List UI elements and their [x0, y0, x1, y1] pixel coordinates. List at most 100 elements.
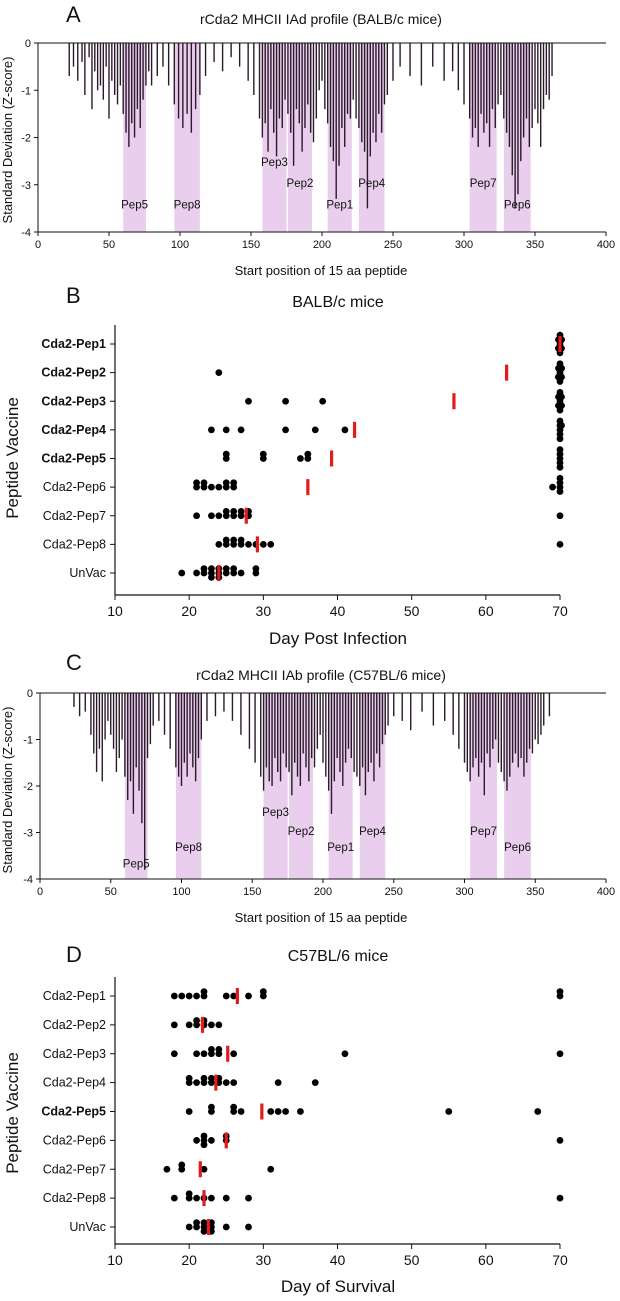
- x-tick-label: 50: [103, 239, 115, 251]
- region-label-pep8: Pep8: [174, 199, 201, 211]
- region-label-pep8: Pep8: [175, 842, 202, 854]
- panel-b-ylabel: Peptide Vaccine: [3, 397, 22, 519]
- region-pep4: [359, 693, 386, 879]
- y-tick-label: -1: [21, 85, 31, 97]
- data-point: [208, 426, 215, 434]
- data-point: [200, 1165, 208, 1173]
- data-point: [193, 512, 200, 520]
- panel-b-letter: B: [66, 283, 81, 308]
- data-point: [274, 1079, 282, 1087]
- data-point: [549, 483, 556, 491]
- data-point: [555, 373, 562, 381]
- data-point: [259, 988, 267, 995]
- x-tick-label: 40: [330, 603, 346, 619]
- region-label-pep5: Pep5: [121, 199, 148, 211]
- x-tick-label: 200: [313, 239, 331, 251]
- data-point: [267, 540, 275, 548]
- region-label-pep1: Pep1: [326, 199, 353, 211]
- x-tick-label: 350: [526, 886, 544, 898]
- data-point: [215, 483, 223, 491]
- data-point: [555, 393, 562, 401]
- data-point: [215, 369, 223, 377]
- data-point: [200, 1132, 208, 1140]
- data-point: [319, 397, 327, 405]
- data-point: [558, 364, 565, 372]
- data-point: [341, 426, 349, 434]
- data-point: [215, 540, 223, 548]
- data-point: [259, 540, 267, 548]
- data-point: [208, 1074, 215, 1082]
- panel-d-letter: D: [66, 942, 82, 967]
- data-point: [208, 512, 215, 520]
- data-point: [282, 1108, 289, 1115]
- data-point: [222, 1194, 230, 1202]
- panel-a-ylabel: Standard Deviation (Z-score): [0, 57, 15, 224]
- y-tick-label: 0: [27, 688, 33, 700]
- y-tick-label: -4: [23, 874, 33, 886]
- data-point: [222, 1079, 230, 1087]
- data-point: [230, 507, 238, 515]
- category-label: Cda2-Pep2: [43, 1018, 106, 1032]
- data-point: [185, 1190, 193, 1198]
- data-point: [245, 540, 252, 548]
- x-tick-label: 70: [552, 603, 568, 619]
- data-point: [185, 1074, 193, 1082]
- data-point: [170, 1050, 178, 1058]
- x-tick-label: 30: [256, 603, 272, 619]
- data-point: [170, 1021, 178, 1029]
- category-label: Cda2-Pep1: [41, 337, 106, 351]
- x-tick-label: 200: [314, 886, 332, 898]
- data-point: [237, 569, 245, 577]
- data-point: [341, 1050, 349, 1058]
- mean-marker: [306, 479, 310, 496]
- panel-d: D C57BL/6 mice Peptide Vaccine Day of Su…: [3, 942, 568, 1296]
- data-point: [245, 397, 252, 405]
- panel-d-xlabel: Day of Survival: [281, 1277, 395, 1296]
- region-label-pep2: Pep2: [288, 826, 315, 838]
- data-point: [193, 1079, 200, 1087]
- data-point: [193, 992, 200, 1000]
- mean-marker: [352, 421, 357, 438]
- data-point: [222, 992, 230, 1000]
- region-label-pep6: Pep6: [504, 199, 531, 211]
- data-point: [222, 536, 230, 544]
- x-tick-label: 50: [404, 1252, 420, 1268]
- region-label-pep3: Pep3: [262, 807, 289, 819]
- x-tick-label: 100: [172, 886, 190, 898]
- data-point: [185, 1021, 193, 1029]
- x-tick-label: 10: [107, 1252, 123, 1268]
- data-point: [245, 992, 252, 1000]
- data-point: [200, 565, 208, 572]
- data-point: [215, 1045, 223, 1053]
- data-point: [200, 1074, 208, 1082]
- data-point: [178, 992, 186, 1000]
- data-point: [237, 426, 245, 434]
- data-point: [445, 1108, 453, 1115]
- x-tick-label: 400: [597, 886, 615, 898]
- category-label: Cda2-Pep8: [43, 537, 106, 551]
- mean-marker: [244, 507, 248, 524]
- x-tick-label: 150: [242, 239, 260, 251]
- category-label: Cda2-Pep7: [43, 1162, 106, 1176]
- mean-marker: [217, 565, 221, 581]
- x-tick-label: 300: [455, 886, 473, 898]
- data-point: [534, 1108, 542, 1115]
- data-point: [200, 1219, 208, 1226]
- data-point: [556, 1194, 564, 1202]
- data-point: [222, 450, 230, 458]
- category-label: Cda2-Pep5: [41, 452, 106, 466]
- mean-marker: [202, 1190, 206, 1207]
- category-label: Cda2-Pep4: [41, 423, 106, 437]
- region-label-pep7: Pep7: [470, 178, 497, 190]
- data-point: [193, 569, 200, 577]
- panel-c-letter: C: [66, 650, 82, 675]
- data-point: [230, 992, 238, 1000]
- data-point: [222, 426, 230, 434]
- data-point: [556, 463, 564, 471]
- x-tick-label: 350: [526, 239, 544, 251]
- x-tick-label: 70: [552, 1252, 568, 1268]
- panel-d-title: C57BL/6 mice: [288, 948, 389, 965]
- category-label: Cda2-Pep6: [43, 480, 106, 494]
- data-point: [193, 1017, 200, 1024]
